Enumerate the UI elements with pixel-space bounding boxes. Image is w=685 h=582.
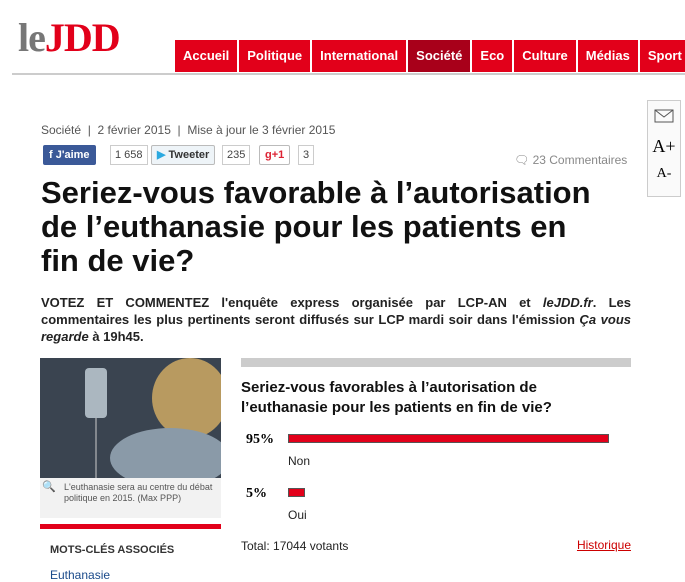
gplus-count: 3 [298, 145, 315, 165]
logo-jdd: JDD [44, 15, 121, 60]
caption: L'euthanasie sera au centre du débat pol… [64, 482, 213, 503]
date: 2 février 2015 [97, 123, 171, 137]
like-button[interactable]: f J'aime [43, 145, 96, 165]
lede-part: VOTEZ ET COMMENTEZ l'enquête express org… [41, 295, 543, 310]
photo [40, 358, 221, 478]
section[interactable]: Société [41, 123, 82, 137]
nav-item[interactable]: Sport [640, 40, 685, 72]
nav-item[interactable]: Médias [578, 40, 640, 72]
poll-option: Non [288, 454, 311, 468]
nav-item[interactable]: Accueil [175, 40, 240, 72]
comments-link[interactable]: 🗨 23 Commentaires [514, 153, 628, 167]
meta: Société | 2 février 2015 | Mise à jour l… [41, 123, 336, 137]
lede-part: leJDD.fr [542, 295, 593, 310]
lede-part: . Les commentaires les plus pertinents s… [41, 295, 632, 327]
tweet-label: Tweeter [168, 149, 210, 161]
like-count: 1 658 [110, 145, 148, 165]
logo-le: le [18, 15, 46, 60]
poll-results: 95% Non 5% Oui [241, 425, 631, 535]
mail-icon[interactable] [648, 101, 680, 131]
keywords: Euthanasie [50, 568, 110, 582]
comments: 23 Commentaires [532, 153, 628, 167]
keywords-title: MOTS-CLÉS ASSOCIÉS [50, 544, 175, 556]
tweet-count: 235 [222, 145, 251, 165]
lede: VOTEZ ET COMMENTEZ l'enquête express org… [41, 294, 631, 345]
nav-item[interactable]: Société [408, 40, 473, 72]
lede-part: Ça vous regarde [41, 312, 632, 344]
nav-item[interactable]: International [312, 40, 409, 72]
poll-question: Seriez-vous favorables à l’autorisation … [241, 379, 552, 416]
zoom-icon[interactable]: 🔍 [42, 481, 56, 493]
poll-option: Oui [288, 508, 307, 522]
poll-total: Total: 17044 votants [241, 539, 349, 553]
nav-item[interactable]: Politique [239, 40, 313, 72]
font-larger[interactable]: A+ [652, 136, 676, 156]
poll-percent: 95% [246, 432, 274, 447]
nav-item[interactable]: Culture [514, 40, 578, 72]
poll-rule [241, 358, 631, 367]
headline: Seriez-vous favorable à l’autorisation d… [41, 175, 591, 278]
poll-bar [288, 488, 305, 497]
update: Mise à jour le 3 février 2015 [187, 123, 336, 137]
tweet-button[interactable]: ▶ Tweeter [151, 145, 216, 165]
font-smaller[interactable]: A- [656, 166, 672, 181]
poll-history[interactable]: Historique [576, 538, 631, 552]
nav-item[interactable]: Eco [472, 40, 515, 72]
like-label: J'aime [55, 149, 90, 161]
poll-bar [288, 434, 610, 443]
nav: Accueil Politique International Société Eco C… [175, 40, 685, 72]
tools: A+ A- [647, 100, 681, 197]
gplus-label: +1 [271, 149, 285, 161]
header-rule [12, 73, 685, 75]
caption-box [40, 478, 221, 518]
poll-percent: 5% [246, 486, 267, 501]
gplus-button[interactable]: g+1 [259, 145, 291, 165]
keyword[interactable]: Euthanasie [50, 568, 111, 582]
keywords-rule [40, 524, 221, 529]
lede-part: à 19h45. [88, 329, 144, 344]
logo[interactable]: leJDD [18, 14, 121, 61]
